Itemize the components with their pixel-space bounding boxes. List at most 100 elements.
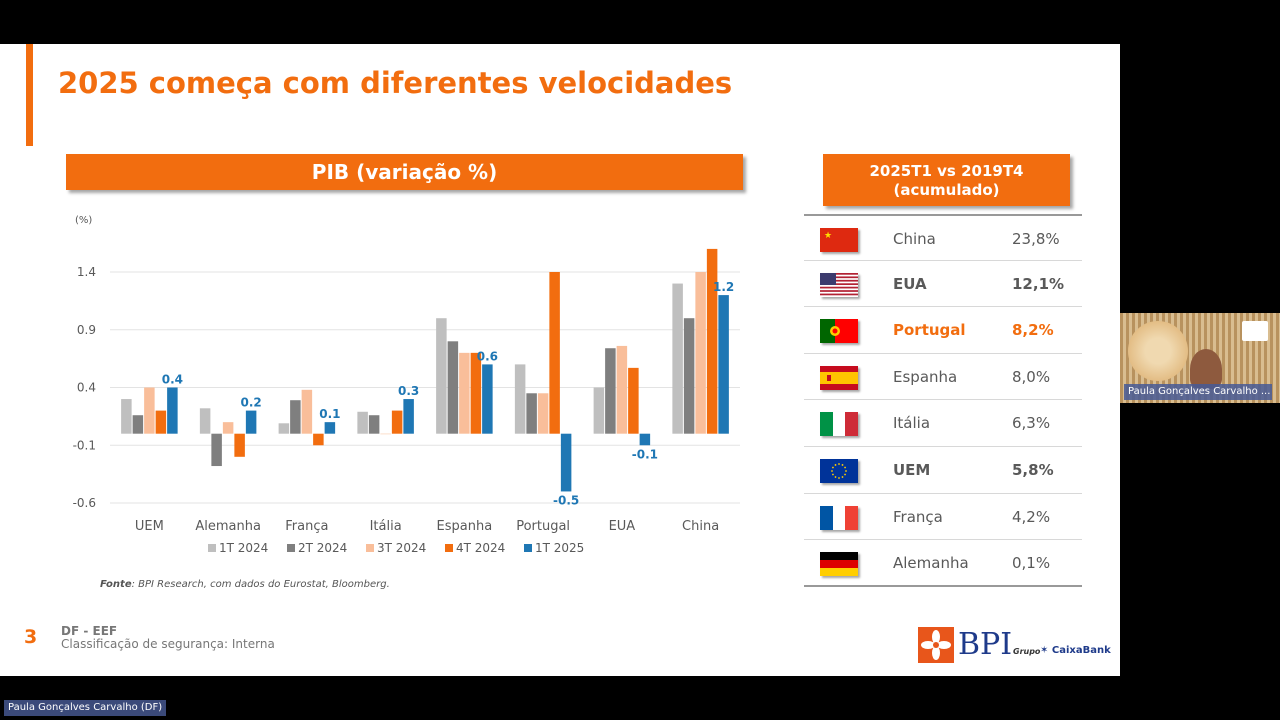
italy-flag-icon	[820, 412, 858, 437]
chart-bar	[290, 400, 301, 434]
data-label: 0.1	[319, 407, 340, 421]
chart-bar	[514, 364, 526, 434]
country-name: França	[893, 507, 943, 526]
footer-classification: Classificação de segurança: Interna	[61, 637, 275, 651]
chart-bar	[301, 389, 313, 434]
legend-label: 1T 2024	[219, 541, 268, 555]
x-category-label: EUA	[609, 519, 636, 534]
chart-bar	[549, 272, 560, 434]
bpi-flower-icon	[918, 627, 954, 663]
y-tick-label: -0.1	[73, 438, 96, 452]
chart-bar	[560, 433, 572, 492]
y-tick-label: 0.9	[77, 323, 96, 337]
cumulative-row: Portugal 8,2%	[804, 307, 1082, 354]
chart-bar	[537, 393, 549, 434]
bpi-logo-text: BPI	[958, 627, 1013, 662]
presenter-name-label: Paula Gonçalves Carvalho (DF)	[4, 700, 167, 716]
y-tick-label: -0.6	[73, 496, 96, 510]
participant-video-tile[interactable]: Paula Gonçalves Carvalho ...	[1120, 313, 1280, 403]
cumulative-row: UEM 5,8%	[804, 447, 1082, 494]
country-name: Itália	[893, 414, 931, 433]
chart-bar	[380, 433, 391, 435]
bpi-badge-icon	[1242, 321, 1268, 341]
chart-bar	[144, 387, 155, 434]
cumulative-value: 6,3%	[1012, 414, 1051, 433]
legend-label: 4T 2024	[456, 541, 505, 555]
presentation-slide: 2025 começa com diferentes velocidades P…	[0, 44, 1120, 676]
cumulative-value: 8,0%	[1012, 367, 1051, 386]
page-number: 3	[24, 626, 38, 648]
data-label: 0.6	[477, 349, 498, 363]
eu-flag-icon	[820, 458, 858, 483]
chart-bar	[403, 399, 414, 434]
legend-swatch	[524, 544, 532, 552]
country-name: EUA	[893, 274, 927, 293]
data-label: 1.2	[713, 280, 734, 294]
chart-bar	[278, 423, 290, 434]
chart-bar	[447, 341, 459, 434]
cumulative-value: 23,8%	[1012, 230, 1060, 248]
slide-title: 2025 começa com diferentes velocidades	[58, 66, 733, 100]
chart-bar	[695, 272, 706, 434]
chart-bar	[683, 318, 695, 434]
y-tick-label: 0.4	[77, 381, 96, 395]
chart-bar	[459, 352, 470, 434]
chart-bar	[211, 433, 222, 467]
chart-bar	[470, 352, 482, 434]
chart-bar	[526, 393, 537, 434]
x-category-label: UEM	[135, 519, 164, 534]
flower-decoration-icon	[1128, 321, 1188, 381]
x-category-label: Espanha	[437, 519, 493, 534]
x-category-label: Alemanha	[195, 519, 261, 534]
participant-name-label: Paula Gonçalves Carvalho ...	[1124, 384, 1272, 400]
x-category-label: França	[285, 519, 328, 534]
china-flag-icon: ★	[820, 228, 858, 252]
chart-bar	[234, 433, 245, 457]
legend-swatch	[287, 544, 295, 552]
legend-swatch	[366, 544, 374, 552]
cumulative-value: 4,2%	[1012, 507, 1051, 526]
legend-label: 2T 2024	[298, 541, 347, 555]
chart-bar	[639, 433, 651, 446]
chart-bar	[313, 433, 324, 446]
france-flag-icon	[820, 505, 858, 530]
country-name: Portugal	[893, 321, 966, 340]
legend-swatch	[208, 544, 216, 552]
accent-bar	[26, 44, 33, 146]
y-unit-label: (%)	[75, 215, 92, 226]
data-label: 0.3	[398, 384, 419, 398]
germany-flag-icon	[820, 552, 858, 577]
caixabank-label: CaixaBank	[1051, 645, 1111, 656]
portugal-flag-icon	[820, 319, 858, 344]
chart-title-banner: PIB (variação %)	[66, 154, 743, 190]
chart-bar	[628, 367, 639, 434]
country-name: Alemanha	[893, 554, 969, 573]
chart-bar	[391, 410, 403, 434]
cumulative-row: França 4,2%	[804, 494, 1082, 541]
cumulative-title-line2: (acumulado)	[893, 181, 1000, 199]
chart-bar	[593, 387, 605, 434]
chart-bar	[616, 345, 628, 434]
chart-bar	[357, 411, 368, 434]
source-note: Fonte: BPI Research, com dados do Eurost…	[100, 579, 390, 590]
cumulative-title-banner: 2025T1 vs 2019T4 (acumulado)	[823, 154, 1070, 206]
data-label: 0.4	[162, 373, 183, 387]
cumulative-row: ★ China 23,8%	[804, 214, 1082, 261]
chart-bar	[155, 410, 167, 434]
chart-bar	[324, 422, 336, 434]
data-label: 0.2	[240, 396, 261, 410]
chart-bar	[436, 318, 447, 434]
grupo-label: Grupo	[1013, 647, 1041, 656]
cumulative-row: EUA 12,1%	[804, 261, 1082, 308]
cumulative-value: 12,1%	[1012, 274, 1065, 293]
chart-bar	[222, 422, 234, 434]
spain-flag-icon	[820, 365, 858, 390]
source-text: : BPI Research, com dados do Eurostat, B…	[131, 579, 390, 590]
chart-bar	[482, 364, 493, 434]
chart-bar	[718, 295, 729, 434]
chart-bar	[245, 410, 257, 434]
cumulative-value: 5,8%	[1012, 460, 1054, 479]
data-label: -0.1	[632, 447, 658, 461]
x-category-label: China	[682, 519, 719, 534]
chart-bar	[672, 283, 683, 434]
